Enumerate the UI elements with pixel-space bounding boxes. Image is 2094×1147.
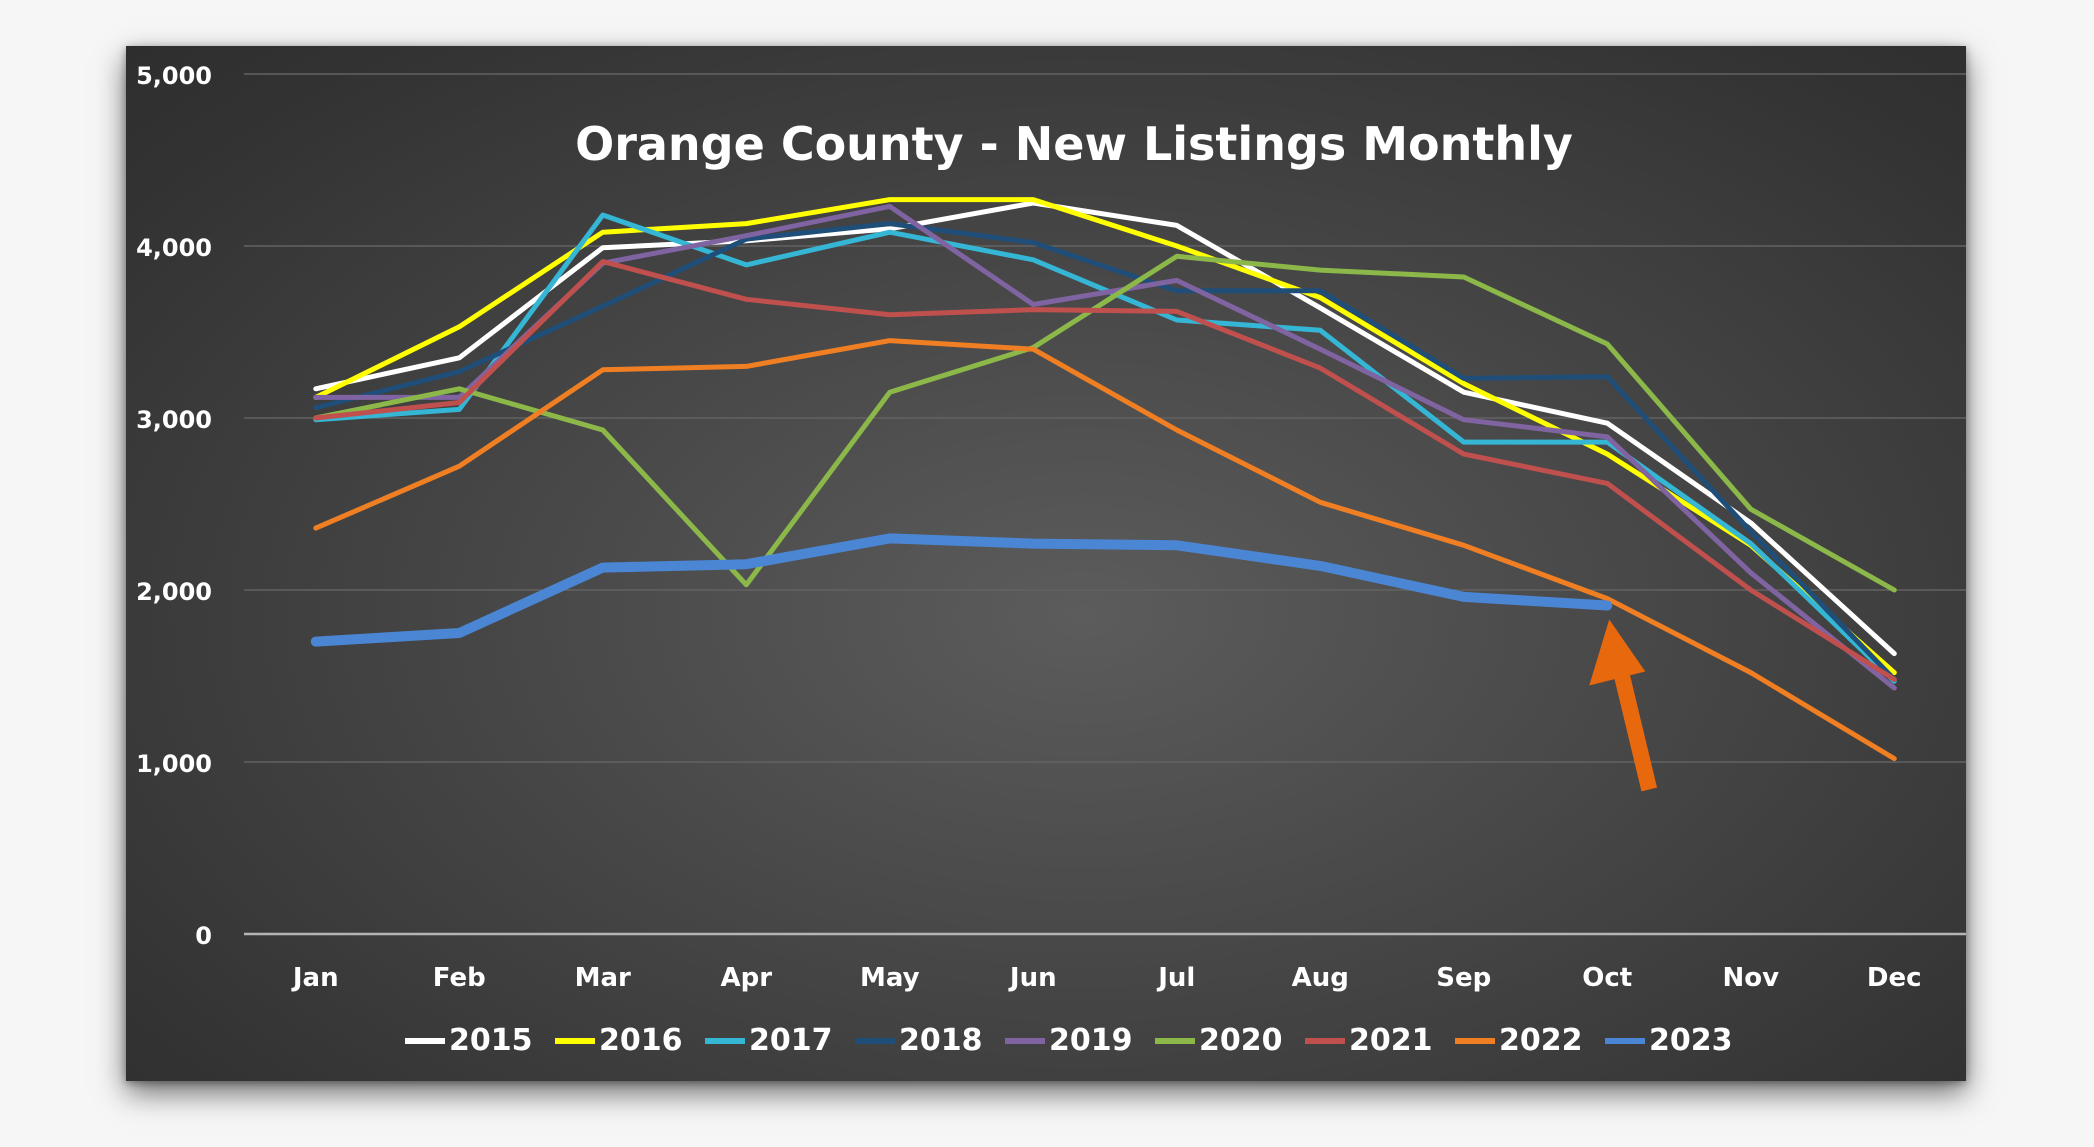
annotation-arrow	[1589, 619, 1658, 792]
legend-label: 2023	[1649, 1023, 1733, 1058]
legend-item-2015: 2015	[405, 1023, 533, 1058]
x-tick-label: Jan	[291, 963, 339, 993]
legend-label: 2016	[599, 1023, 683, 1058]
x-tick-label: Jun	[1008, 963, 1057, 993]
series-line-2016	[313, 197, 1897, 676]
y-tick-label: 4,000	[136, 234, 212, 262]
line-chart: Orange County - New Listings Monthly 0 1,…	[136, 62, 1966, 1058]
legend-label: 2020	[1199, 1023, 1283, 1058]
legend-label: 2021	[1349, 1023, 1433, 1058]
series-line-2017	[313, 212, 1897, 684]
y-axis-tick-labels: 0 1,000 2,000 3,000 4,000 5,000	[136, 62, 212, 950]
annotations	[1589, 619, 1658, 792]
series-line-2021	[313, 259, 1897, 682]
legend-label: 2019	[1049, 1023, 1133, 1058]
legend-item-2016: 2016	[555, 1023, 683, 1058]
legend-label: 2017	[749, 1023, 833, 1058]
series-line-2018	[313, 221, 1897, 682]
x-tick-label: Dec	[1867, 963, 1922, 993]
y-tick-label: 1,000	[136, 750, 212, 778]
legend-item-2018: 2018	[855, 1023, 983, 1058]
legend: 2015 2016 2017 2018 2019 2020 2021 2022 2023	[405, 1023, 1733, 1058]
chart-panel: Orange County - New Listings Monthly 0 1,…	[126, 46, 1966, 1081]
series-lines	[310, 197, 1897, 762]
chart-title: Orange County - New Listings Monthly	[575, 117, 1573, 171]
series-line-2015	[313, 200, 1897, 657]
arrow-head	[1589, 619, 1646, 686]
legend-item-2019: 2019	[1005, 1023, 1133, 1058]
x-tick-label: Sep	[1436, 963, 1491, 993]
x-tick-label: Aug	[1292, 963, 1349, 993]
x-tick-label: Feb	[433, 963, 486, 993]
x-axis-tick-labels: Jan Feb Mar Apr May Jun Jul Aug Sep Oct Nov Dec	[291, 963, 1922, 993]
x-tick-label: Nov	[1722, 963, 1779, 993]
arrow-shaft	[1611, 662, 1658, 792]
legend-item-2023: 2023	[1605, 1023, 1733, 1058]
x-tick-label: Jul	[1156, 963, 1195, 993]
x-tick-label: Mar	[575, 963, 631, 993]
y-tick-label: 0	[195, 922, 212, 950]
x-tick-label: May	[860, 963, 920, 993]
legend-label: 2022	[1499, 1023, 1583, 1058]
series-line-2019	[313, 203, 1897, 691]
series-line-2022	[313, 338, 1897, 762]
x-tick-label: Oct	[1582, 963, 1632, 993]
series-line-2020	[313, 253, 1897, 593]
y-tick-label: 5,000	[136, 62, 212, 90]
y-tick-label: 3,000	[136, 406, 212, 434]
x-tick-label: Apr	[720, 963, 772, 993]
y-tick-label: 2,000	[136, 578, 212, 606]
legend-item-2022: 2022	[1455, 1023, 1583, 1058]
legend-label: 2018	[899, 1023, 983, 1058]
legend-item-2017: 2017	[705, 1023, 833, 1058]
gridlines	[244, 73, 1966, 936]
legend-item-2020: 2020	[1155, 1023, 1283, 1058]
legend-label: 2015	[449, 1023, 533, 1058]
legend-item-2021: 2021	[1305, 1023, 1433, 1058]
series-line-2023	[310, 533, 1613, 647]
